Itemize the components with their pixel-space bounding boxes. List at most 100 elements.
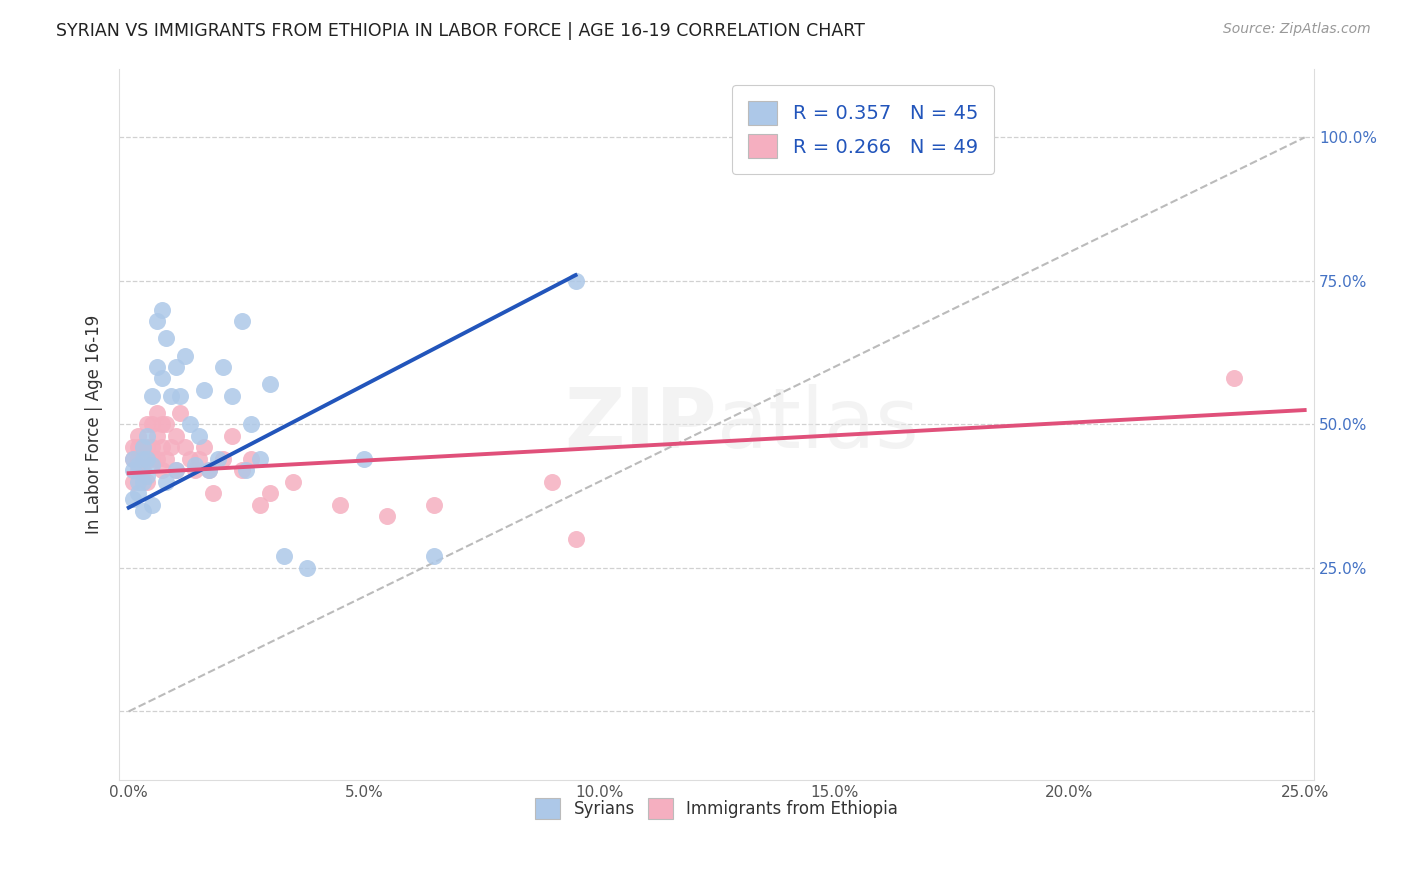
Point (132, 463, 155, 477)
Point (249, 498, 271, 512)
Text: ZIP: ZIP (564, 384, 717, 465)
Point (136, 417, 159, 432)
Point (169, 389, 191, 403)
Legend: Syrians, Immigrants from Ethiopia: Syrians, Immigrants from Ethiopia (529, 792, 905, 825)
Point (211, 451, 233, 466)
Point (541, 475, 564, 489)
Point (141, 498, 163, 512)
Point (155, 475, 177, 489)
Point (183, 463, 205, 477)
Point (141, 417, 163, 432)
Point (127, 441, 149, 455)
Point (165, 359, 187, 374)
Point (174, 349, 197, 363)
Point (273, 549, 295, 564)
Point (146, 406, 169, 420)
Point (122, 451, 145, 466)
Point (221, 389, 243, 403)
Point (127, 463, 149, 477)
Point (150, 463, 173, 477)
Point (165, 463, 187, 477)
Point (249, 451, 271, 466)
Point (150, 441, 173, 455)
Point (146, 429, 169, 443)
Point (353, 451, 375, 466)
Point (174, 441, 197, 455)
Point (155, 417, 177, 432)
Point (136, 429, 159, 443)
Point (150, 302, 173, 317)
Point (160, 389, 183, 403)
Point (188, 429, 211, 443)
Point (183, 458, 205, 472)
Point (127, 475, 149, 489)
Point (1223, 371, 1246, 385)
Point (235, 463, 257, 477)
Point (136, 441, 159, 455)
Point (155, 331, 177, 345)
Text: atlas: atlas (717, 384, 918, 465)
Point (136, 475, 159, 489)
Point (155, 451, 177, 466)
Point (259, 486, 281, 500)
Point (127, 486, 149, 500)
Point (150, 371, 173, 385)
Point (169, 406, 191, 420)
Point (165, 429, 187, 443)
Point (259, 377, 281, 392)
Point (211, 359, 233, 374)
Point (221, 429, 243, 443)
Point (141, 389, 163, 403)
Point (423, 498, 446, 512)
Point (132, 475, 155, 489)
Text: Source: ZipAtlas.com: Source: ZipAtlas.com (1223, 22, 1371, 37)
Text: SYRIAN VS IMMIGRANTS FROM ETHIOPIA IN LABOR FORCE | AGE 16-19 CORRELATION CHART: SYRIAN VS IMMIGRANTS FROM ETHIOPIA IN LA… (56, 22, 865, 40)
Point (150, 417, 173, 432)
Point (377, 509, 399, 524)
Point (188, 451, 211, 466)
Point (132, 451, 155, 466)
Point (207, 451, 229, 466)
Point (132, 441, 155, 455)
Point (122, 451, 145, 466)
Point (122, 491, 145, 506)
Point (160, 441, 183, 455)
Point (141, 451, 163, 466)
Point (141, 458, 163, 472)
Point (297, 561, 319, 575)
Point (132, 441, 155, 455)
Point (146, 314, 169, 328)
Point (240, 451, 263, 466)
Point (127, 458, 149, 472)
Point (423, 549, 446, 564)
Point (193, 441, 215, 455)
Point (283, 475, 305, 489)
Point (197, 463, 219, 477)
Point (146, 451, 169, 466)
Point (136, 451, 159, 466)
Point (136, 469, 159, 483)
Point (146, 359, 169, 374)
Point (127, 451, 149, 466)
Point (132, 451, 155, 466)
Point (197, 463, 219, 477)
Point (136, 451, 159, 466)
Point (193, 383, 215, 397)
Point (122, 475, 145, 489)
Point (132, 503, 155, 517)
Point (122, 463, 145, 477)
Point (127, 429, 149, 443)
Point (179, 451, 201, 466)
Point (165, 463, 187, 477)
Point (202, 486, 225, 500)
Y-axis label: In Labor Force | Age 16-19: In Labor Force | Age 16-19 (86, 315, 103, 534)
Point (564, 532, 586, 546)
Point (122, 441, 145, 455)
Point (564, 274, 586, 288)
Point (231, 463, 253, 477)
Point (231, 314, 253, 328)
Point (141, 441, 163, 455)
Point (179, 417, 201, 432)
Point (240, 417, 263, 432)
Point (329, 498, 352, 512)
